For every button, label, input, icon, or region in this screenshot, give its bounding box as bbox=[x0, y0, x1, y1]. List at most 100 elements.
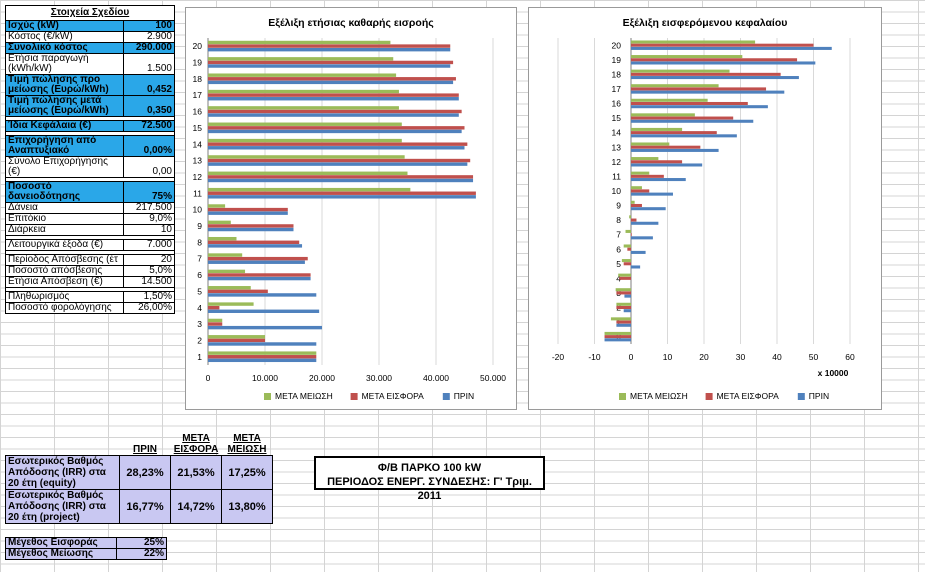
irr-label-project[interactable]: Εσωτερικός Βαθμός Απόδοσης (IRR) στα 20 … bbox=[5, 489, 120, 524]
irr-project-before[interactable]: 16,77% bbox=[119, 489, 171, 524]
bar bbox=[208, 207, 288, 212]
param-label[interactable]: Συνολικό κόστος bbox=[5, 42, 124, 54]
legend-label: ΜΕΤΑ ΕΙΣΦΟΡΑ bbox=[717, 391, 780, 401]
param-value[interactable]: 217.500 bbox=[123, 202, 175, 214]
bar bbox=[208, 126, 465, 130]
reduction-size-label[interactable]: Μέγεθος Μείωσης bbox=[5, 548, 117, 560]
category-label: 5 bbox=[616, 259, 621, 269]
bar bbox=[631, 200, 635, 204]
category-label: 2 bbox=[197, 335, 202, 345]
params-title[interactable]: Στοιχεία Σχεδίου bbox=[5, 5, 175, 21]
contribution-size-row: Μέγεθος Εισφοράς 25% bbox=[5, 537, 167, 549]
legend-swatch bbox=[350, 393, 358, 400]
param-label[interactable]: Τιμή πώλησης προ μείωσης (Ευρώ/kWh) bbox=[5, 74, 124, 96]
category-label: 13 bbox=[193, 156, 203, 166]
param-label[interactable]: Πληθωρισμός bbox=[5, 291, 124, 303]
irr-header-after-contribution[interactable]: ΜΕΤΑ ΕΙΣΦΟΡΑ bbox=[173, 433, 219, 455]
irr-header-before[interactable]: ΠΡΙΝ bbox=[133, 444, 157, 455]
bar bbox=[208, 195, 476, 199]
param-value[interactable]: 9,0% bbox=[123, 213, 175, 225]
project-banner[interactable]: Φ/Β ΠΑΡΚΟ 100 kW ΠΕΡΙΟΔΟΣ ΕΝΕΡΓ. ΣΥΝΔΕΣΗ… bbox=[314, 456, 545, 502]
param-label[interactable]: Κόστος (€/kW) bbox=[5, 31, 124, 43]
category-label: 17 bbox=[193, 90, 203, 100]
bar bbox=[208, 93, 459, 97]
param-label[interactable]: Ποσοστό φορολόγησης bbox=[5, 302, 124, 314]
param-label[interactable]: Ετήσια Απόσβεση (€) bbox=[5, 276, 124, 288]
param-label[interactable]: Επιτόκιο bbox=[5, 213, 124, 225]
param-label[interactable]: Διάρκεια bbox=[5, 224, 124, 236]
sizes-table: Μέγεθος Εισφοράς 25% Μέγεθος Μείωσης 22% bbox=[5, 537, 167, 560]
param-value[interactable]: 75% bbox=[123, 181, 175, 203]
param-label[interactable]: Ποσοστό απόσβεσης bbox=[5, 265, 124, 277]
x-axis-unit: x 10000 bbox=[818, 368, 849, 378]
param-value[interactable]: 0,350 bbox=[123, 95, 175, 117]
bar bbox=[616, 323, 631, 327]
param-label[interactable]: Δάνεια bbox=[5, 202, 124, 214]
net-inflow-chart[interactable]: Εξέλιξη ετήσιας καθαρής εισροής 0 10.000 20… bbox=[185, 7, 517, 410]
bar bbox=[208, 97, 459, 101]
bar bbox=[208, 358, 317, 363]
param-value[interactable]: 0,452 bbox=[123, 74, 175, 96]
param-value[interactable]: 0,00% bbox=[123, 135, 175, 157]
bar bbox=[631, 163, 703, 167]
param-label[interactable]: Λειτουργικά έξοδα (€) bbox=[5, 239, 124, 251]
reduction-size-row: Μέγεθος Μείωσης 22% bbox=[5, 548, 167, 560]
bar bbox=[208, 244, 303, 248]
bar bbox=[208, 47, 451, 52]
param-value[interactable]: 14.500 bbox=[123, 276, 175, 288]
param-label[interactable]: Ετήσια παραγωγή (kWh/kW) bbox=[5, 53, 124, 75]
param-value[interactable]: 1,50% bbox=[123, 291, 175, 303]
param-value[interactable]: 290.000 bbox=[123, 42, 175, 54]
x-tick-label: 40 bbox=[772, 352, 782, 362]
param-value[interactable]: 100 bbox=[123, 20, 175, 32]
irr-project-after-contribution[interactable]: 14,72% bbox=[170, 489, 222, 524]
irr-equity-before[interactable]: 28,23% bbox=[119, 455, 171, 490]
category-label: 20 bbox=[612, 40, 622, 50]
irr-project-after-reduction[interactable]: 13,80% bbox=[221, 489, 273, 524]
param-label[interactable]: Ίδια Κεφάλαια (€) bbox=[5, 120, 124, 132]
param-value[interactable]: 20 bbox=[123, 254, 175, 266]
param-label[interactable]: Επιχορήγηση από Αναπτυξιακό bbox=[5, 135, 124, 157]
param-label[interactable]: Ισχύς (kW) bbox=[5, 20, 124, 32]
param-value[interactable]: 2.900 bbox=[123, 31, 175, 43]
param-label[interactable]: Τιμή πώλησης μετά μείωσης (Ευρώ/kWh) bbox=[5, 95, 124, 117]
legend-label: ΠΡΙΝ bbox=[809, 391, 829, 401]
param-label[interactable]: Περίοδος Απόσβεσης (έτ bbox=[5, 254, 124, 266]
param-row: Λειτουργικά έξοδα (€) 7.000 bbox=[5, 239, 175, 251]
param-value[interactable]: 7.000 bbox=[123, 239, 175, 251]
category-label: 15 bbox=[612, 113, 622, 123]
contribution-size-label[interactable]: Μέγεθος Εισφοράς bbox=[5, 537, 117, 549]
bar bbox=[604, 331, 631, 335]
category-label: 12 bbox=[612, 157, 622, 167]
reduction-size-value[interactable]: 22% bbox=[116, 548, 167, 560]
bar bbox=[631, 131, 717, 135]
irr-header-after-reduction[interactable]: ΜΕΤΑ ΜΕΙΩΣΗ bbox=[227, 433, 267, 455]
bar bbox=[208, 325, 322, 330]
bar bbox=[208, 318, 223, 323]
param-row: Κόστος (€/kW) 2.900 bbox=[5, 31, 175, 43]
bar bbox=[208, 64, 451, 68]
category-label: 10 bbox=[612, 186, 622, 196]
category-label: 17 bbox=[612, 84, 622, 94]
param-value[interactable]: 72.500 bbox=[123, 120, 175, 132]
bar bbox=[631, 55, 743, 59]
irr-equity-after-reduction[interactable]: 17,25% bbox=[221, 455, 273, 490]
bar bbox=[631, 46, 832, 50]
legend-swatch bbox=[442, 393, 450, 400]
contributed-capital-chart[interactable]: Εξέλιξη εισφερόμενου κεφαλαίου -20 -10 0 10 2… bbox=[528, 7, 882, 410]
param-value[interactable]: 5,0% bbox=[123, 265, 175, 277]
contribution-size-value[interactable]: 25% bbox=[116, 537, 167, 549]
param-label[interactable]: Σύνολο Επιχορήγησης (€) bbox=[5, 156, 124, 178]
irr-equity-after-contribution[interactable]: 21,53% bbox=[170, 455, 222, 490]
category-label: 11 bbox=[193, 188, 202, 198]
param-value[interactable]: 1.500 bbox=[123, 53, 175, 75]
param-row: Ετήσια παραγωγή (kWh/kW) 1.500 bbox=[5, 53, 175, 75]
param-value[interactable]: 26,00% bbox=[123, 302, 175, 314]
param-value[interactable]: 0,00 bbox=[123, 156, 175, 178]
param-label[interactable]: Ποσοστό δανειοδότησης bbox=[5, 181, 124, 203]
param-value[interactable]: 10 bbox=[123, 224, 175, 236]
irr-label-equity[interactable]: Εσωτερικός Βαθμός Απόδοσης (IRR) στα 20 … bbox=[5, 455, 120, 490]
x-tick-label: 20 bbox=[699, 352, 709, 362]
param-row: Συνολικό κόστος 290.000 bbox=[5, 42, 175, 54]
category-label: 6 bbox=[616, 244, 621, 254]
